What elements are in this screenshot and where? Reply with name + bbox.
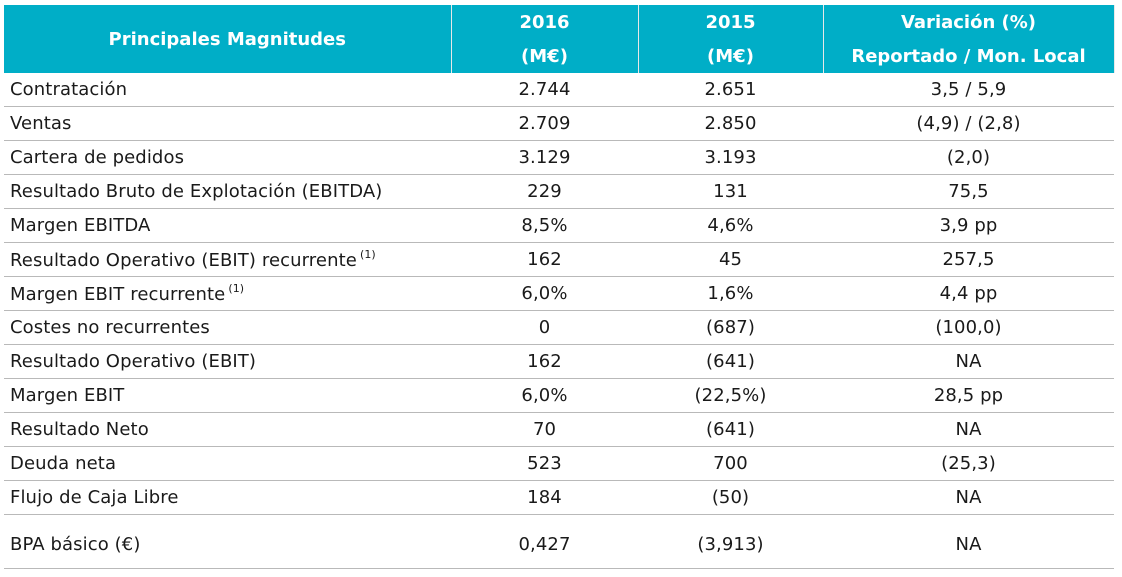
row-label: Resultado Bruto de Explotación (EBITDA): [4, 174, 451, 209]
value-2015: (641): [638, 344, 823, 379]
row-label-text: Flujo de Caja Libre: [10, 487, 179, 508]
row-label-text: Margen EBIT: [10, 385, 125, 406]
principales-magnitudes-table: Principales Magnitudes 2016 2015 Variaci…: [4, 5, 1115, 569]
value-2015: (50): [638, 480, 823, 515]
value-2016: 229: [451, 174, 638, 209]
row-label: Margen EBIT recurrente (1): [4, 276, 451, 311]
value-variacion: NA: [823, 344, 1114, 379]
row-label-text: BPA básico (€): [10, 534, 141, 555]
row-label: Resultado Operativo (EBIT) recurrente (1): [4, 242, 451, 277]
value-2016: 523: [451, 446, 638, 481]
value-2016: 70: [451, 412, 638, 447]
value-2015: 3.193: [638, 140, 823, 175]
table-row: Resultado Neto 70 (641) NA: [4, 412, 1114, 447]
value-variacion: (2,0): [823, 140, 1114, 175]
footnote-marker: (1): [359, 248, 376, 261]
table-row: Margen EBIT recurrente (1) 6,0% 1,6% 4,4 pp: [4, 276, 1114, 311]
table-row: Flujo de Caja Libre 184 (50) NA: [4, 480, 1114, 515]
row-label: Flujo de Caja Libre: [4, 480, 451, 515]
value-2016: 6,0%: [451, 378, 638, 413]
header-variacion: Variación (%): [823, 5, 1115, 39]
row-label: BPA básico (€): [4, 514, 451, 569]
value-2016: 0: [451, 310, 638, 345]
value-variacion: 3,9 pp: [823, 208, 1114, 243]
table-row: Contratación 2.744 2.651 3,5 / 5,9: [4, 73, 1114, 107]
value-variacion: NA: [823, 480, 1114, 515]
footnote-marker: (1): [228, 282, 245, 295]
value-2015: 1,6%: [638, 276, 823, 311]
value-variacion: 75,5: [823, 174, 1114, 209]
value-2015: 45: [638, 242, 823, 277]
header-2016-unit: (M€): [451, 39, 639, 73]
table-row: Ventas 2.709 2.850 (4,9) / (2,8): [4, 106, 1114, 141]
value-2015: 2.651: [638, 73, 823, 107]
header-row-2: (M€) (M€) Reportado / Mon. Local: [4, 39, 1115, 73]
row-label-text: Costes no recurrentes: [10, 317, 210, 338]
row-label: Resultado Operativo (EBIT): [4, 344, 451, 379]
row-label-text: Deuda neta: [10, 453, 117, 474]
value-variacion: 3,5 / 5,9: [823, 73, 1114, 107]
row-label: Deuda neta: [4, 446, 451, 481]
value-variacion: (25,3): [823, 446, 1114, 481]
row-label-text: Resultado Operativo (EBIT) recurrente: [10, 250, 357, 271]
value-2016: 184: [451, 480, 638, 515]
value-variacion: 257,5: [823, 242, 1114, 277]
table-row: Resultado Bruto de Explotación (EBITDA) 2…: [4, 174, 1114, 209]
value-2015: (22,5%): [638, 378, 823, 413]
row-label-text: Cartera de pedidos: [10, 147, 185, 168]
row-label: Ventas: [4, 106, 451, 141]
table-row: Resultado Operativo (EBIT) 162 (641) NA: [4, 344, 1114, 379]
header-2016-year: 2016: [451, 5, 639, 39]
row-label-text: Margen EBITDA: [10, 215, 151, 236]
row-label: Margen EBIT: [4, 378, 451, 413]
value-2016: 3.129: [451, 140, 638, 175]
value-2016: 2.744: [451, 73, 638, 107]
header-reportado-mon-local: Reportado / Mon. Local: [823, 39, 1115, 73]
value-2016: 8,5%: [451, 208, 638, 243]
value-2015: (687): [638, 310, 823, 345]
row-label: Contratación: [4, 73, 451, 107]
value-variacion: NA: [823, 412, 1114, 447]
value-2016: 162: [451, 344, 638, 379]
value-2016: 2.709: [451, 106, 638, 141]
value-2015: 131: [638, 174, 823, 209]
table-row: BPA básico (€) 0,427 (3,913) NA: [4, 514, 1114, 569]
header-principales-magnitudes: Principales Magnitudes: [4, 5, 452, 73]
header-row-1: Principales Magnitudes 2016 2015 Variaci…: [4, 5, 1115, 73]
row-label: Costes no recurrentes: [4, 310, 451, 345]
table-row: Costes no recurrentes 0 (687) (100,0): [4, 310, 1114, 345]
table-row: Deuda neta 523 700 (25,3): [4, 446, 1114, 481]
value-2015: 2.850: [638, 106, 823, 141]
value-2015: 700: [638, 446, 823, 481]
row-label: Cartera de pedidos: [4, 140, 451, 175]
value-2016: 0,427: [451, 514, 638, 569]
table-row: Cartera de pedidos 3.129 3.193 (2,0): [4, 140, 1114, 175]
row-label: Resultado Neto: [4, 412, 451, 447]
value-variacion: (4,9) / (2,8): [823, 106, 1114, 141]
row-label-text: Resultado Bruto de Explotación (EBITDA): [10, 181, 383, 202]
table-body: Contratación 2.744 2.651 3,5 / 5,9 Ventas 2.7…: [4, 73, 1114, 569]
value-2016: 162: [451, 242, 638, 277]
header-2015-unit: (M€): [638, 39, 824, 73]
table-row: Margen EBIT 6,0% (22,5%) 28,5 pp: [4, 378, 1114, 413]
row-label-text: Contratación: [10, 79, 128, 100]
value-2015: (641): [638, 412, 823, 447]
row-label-text: Resultado Neto: [10, 419, 149, 440]
magnitudes-table-container: Principales Magnitudes 2016 2015 Variaci…: [4, 5, 1115, 569]
table-row: Resultado Operativo (EBIT) recurrente (1)…: [4, 242, 1114, 277]
row-label-text: Margen EBIT recurrente: [10, 284, 226, 305]
table-header: Principales Magnitudes 2016 2015 Variaci…: [4, 5, 1115, 73]
value-2016: 6,0%: [451, 276, 638, 311]
value-2015: (3,913): [638, 514, 823, 569]
table-row: Margen EBITDA 8,5% 4,6% 3,9 pp: [4, 208, 1114, 243]
header-2015-year: 2015: [638, 5, 824, 39]
value-variacion: 28,5 pp: [823, 378, 1114, 413]
value-variacion: 4,4 pp: [823, 276, 1114, 311]
row-label-text: Ventas: [10, 113, 72, 134]
row-label: Margen EBITDA: [4, 208, 451, 243]
value-variacion: NA: [823, 514, 1114, 569]
value-2015: 4,6%: [638, 208, 823, 243]
row-label-text: Resultado Operativo (EBIT): [10, 351, 257, 372]
value-variacion: (100,0): [823, 310, 1114, 345]
